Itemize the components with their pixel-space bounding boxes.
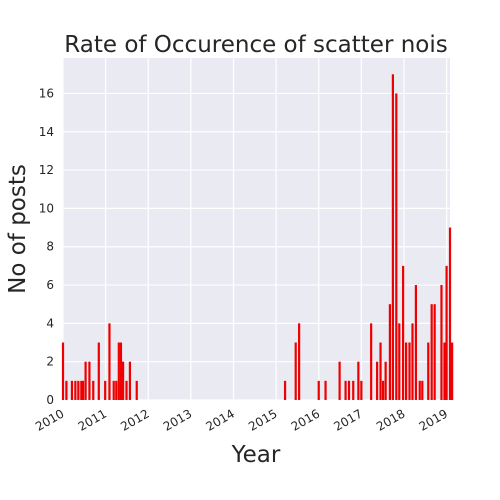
x-tick-label: 2017 [331, 406, 364, 433]
bar [298, 323, 301, 400]
bar [74, 380, 77, 400]
bar [451, 342, 454, 400]
bar [379, 342, 382, 400]
y-tick-label: 12 [39, 163, 54, 177]
bar [448, 227, 452, 400]
bar [122, 361, 125, 400]
bar [112, 380, 115, 400]
bar [376, 361, 379, 400]
plot-background [63, 58, 450, 400]
bar [97, 342, 100, 400]
bar [391, 74, 394, 400]
y-tick-label: 16 [39, 86, 54, 100]
y-tick-label: 6 [46, 278, 54, 292]
bar [384, 361, 387, 400]
bar [398, 323, 401, 400]
x-tick-label: 2012 [118, 406, 151, 433]
y-tick-label: 0 [46, 393, 54, 407]
bar [88, 361, 91, 400]
bar [92, 380, 95, 400]
y-tick-label: 4 [46, 316, 54, 330]
bar [427, 342, 430, 400]
x-ticks: 2010 2011 2012 2013 2014 2015 2016 2017 2018 2019 [33, 406, 450, 433]
bar [61, 342, 65, 400]
bar [70, 380, 74, 400]
bar [370, 323, 373, 400]
x-tick-label: 2015 [246, 406, 279, 433]
bar [414, 285, 417, 400]
y-tick-label: 8 [46, 240, 54, 254]
y-tick-label: 14 [39, 125, 54, 139]
bar [418, 380, 421, 400]
bar [324, 380, 327, 400]
bar [408, 342, 411, 400]
bar [352, 380, 355, 400]
bar [128, 361, 132, 400]
chart-title: Rate of Occurence of scatter nois [64, 32, 447, 58]
bar [294, 342, 297, 400]
bar [115, 380, 118, 400]
y-tick-label: 10 [39, 201, 54, 215]
bar [388, 304, 391, 400]
bar [402, 265, 405, 400]
bar [347, 380, 351, 400]
y-ticks: 0 2 4 6 8 10 12 14 16 [39, 86, 54, 407]
bar [421, 380, 424, 400]
bar [433, 304, 436, 400]
y-axis-label: No of posts [5, 164, 31, 294]
bar [381, 380, 385, 400]
bar [395, 93, 398, 400]
bar [80, 380, 83, 400]
bars [61, 74, 454, 400]
bar [283, 380, 287, 400]
bar [108, 323, 111, 400]
bar [405, 342, 408, 400]
y-tick-label: 2 [46, 355, 54, 369]
bar [411, 323, 414, 400]
bar [357, 361, 360, 400]
bar [430, 304, 433, 400]
bar [117, 342, 120, 400]
x-tick-label: 2010 [33, 406, 66, 433]
x-tick-label: 2014 [204, 406, 237, 433]
x-axis-label: Year [231, 442, 281, 468]
x-tick-label: 2011 [76, 406, 109, 433]
x-tick-label: 2016 [289, 406, 322, 433]
bar [81, 380, 85, 400]
x-tick-label: 2018 [374, 406, 407, 433]
bar [344, 380, 347, 400]
bar [338, 361, 341, 400]
x-tick-label: 2019 [417, 406, 450, 433]
bar [317, 380, 320, 400]
bar [104, 380, 107, 400]
bar [125, 380, 128, 400]
bar [443, 342, 446, 400]
x-tick-label: 2013 [161, 406, 194, 433]
bar [135, 380, 138, 400]
bar [360, 380, 363, 400]
bar [77, 380, 80, 400]
bar [65, 380, 68, 400]
bar [445, 265, 448, 400]
bar [119, 342, 123, 400]
bar [84, 361, 87, 400]
bar [440, 285, 443, 400]
